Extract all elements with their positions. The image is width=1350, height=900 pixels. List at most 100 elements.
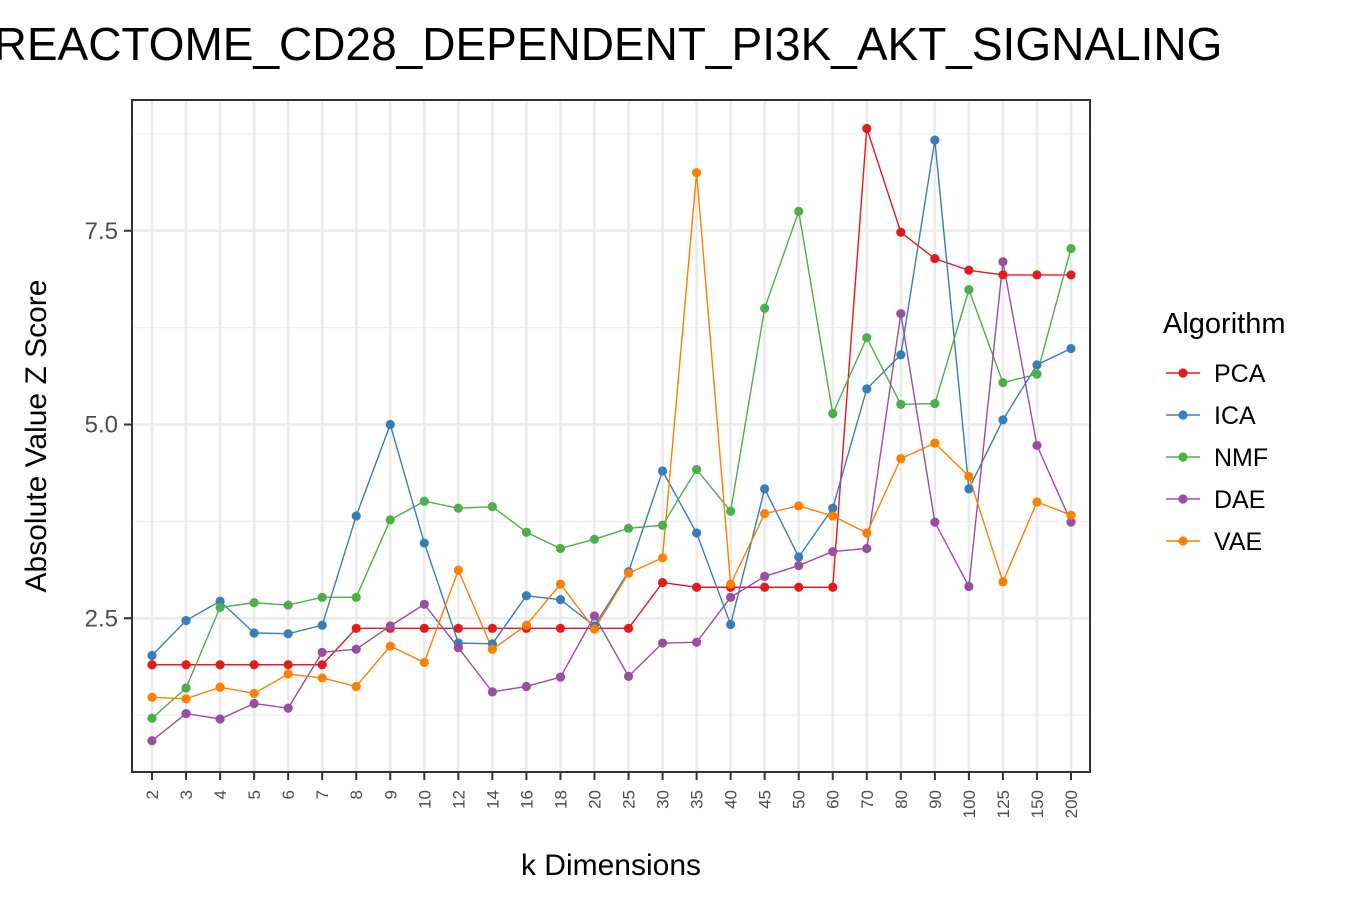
y-axis-title: Absolute Value Z Score	[20, 280, 53, 593]
point-pca	[964, 265, 974, 275]
point-nmf	[1066, 243, 1076, 254]
point-ica	[419, 538, 429, 548]
point-dae	[623, 671, 634, 681]
point-vae	[828, 511, 838, 521]
legend: Algorithm PCA ICA NMF DAE VAE	[1163, 308, 1286, 556]
legend-key-point-dae	[1178, 494, 1188, 504]
point-ica	[726, 619, 736, 630]
x-tick-label: 5	[245, 790, 264, 799]
x-tick-label: 6	[279, 790, 298, 799]
series-line-ica	[151, 139, 1072, 656]
x-tick-label: 20	[585, 790, 604, 809]
point-vae	[181, 694, 191, 704]
panel-border	[131, 99, 1091, 773]
point-vae	[623, 568, 634, 578]
point-nmf	[181, 683, 191, 693]
point-vae	[862, 528, 872, 538]
point-pca	[1066, 270, 1076, 280]
point-pca	[181, 660, 191, 670]
point-pca	[930, 254, 940, 264]
legend-label-ica: ICA	[1214, 402, 1256, 430]
point-pca	[794, 582, 804, 592]
point-vae	[487, 644, 497, 654]
point-vae	[896, 454, 906, 464]
x-tick-label: 8	[347, 790, 366, 799]
point-nmf	[215, 602, 225, 613]
point-ica	[147, 650, 157, 661]
point-vae	[726, 579, 736, 589]
point-dae	[1032, 440, 1042, 451]
x-tick-label: 25	[620, 790, 639, 809]
x-tick-label: 16	[517, 790, 536, 809]
point-vae	[555, 579, 566, 589]
legend-key-point-nmf	[1178, 452, 1188, 462]
point-dae	[794, 560, 804, 571]
point-dae	[896, 309, 906, 319]
point-pca	[862, 123, 872, 134]
x-tick-label: 18	[551, 790, 570, 809]
point-nmf	[317, 592, 327, 602]
legend-label-nmf: NMF	[1214, 444, 1268, 472]
point-nmf	[555, 543, 566, 554]
point-vae	[657, 553, 668, 563]
point-dae	[181, 708, 191, 719]
point-ica	[964, 484, 974, 494]
point-pca	[419, 623, 429, 633]
x-tick-label: 200	[1062, 790, 1081, 818]
point-dae	[521, 681, 532, 692]
series-line-nmf	[151, 211, 1072, 719]
point-pca	[998, 270, 1008, 280]
point-pca	[760, 582, 770, 592]
point-nmf	[726, 506, 736, 516]
point-pca	[896, 227, 906, 237]
x-tick-label: 3	[177, 790, 196, 799]
point-dae	[317, 647, 327, 657]
point-nmf	[964, 285, 974, 295]
point-ica	[896, 350, 906, 360]
point-nmf	[453, 503, 463, 513]
point-ica	[930, 135, 940, 145]
point-dae	[487, 687, 497, 697]
point-vae	[283, 669, 293, 679]
point-ica	[181, 615, 191, 626]
point-vae	[249, 688, 259, 699]
point-nmf	[794, 206, 804, 216]
point-ica	[385, 419, 395, 430]
point-dae	[419, 599, 429, 609]
point-dae	[249, 698, 259, 709]
x-tick-label: 4	[211, 790, 230, 799]
y-tick-label: 7.5	[85, 218, 118, 245]
x-tick-label: 125	[994, 790, 1013, 818]
point-vae	[760, 509, 770, 519]
point-pca	[283, 660, 293, 670]
point-vae	[351, 681, 361, 692]
series-line-vae	[151, 172, 1072, 700]
point-nmf	[385, 515, 395, 525]
legend-key-point-ica	[1178, 410, 1188, 420]
x-tick-label: 12	[449, 790, 468, 809]
point-ica	[691, 528, 702, 538]
y-tick-label: 2.5	[85, 605, 118, 632]
series-line-pca	[152, 128, 1071, 666]
point-nmf	[1032, 369, 1042, 379]
x-tick-label: 7	[313, 790, 332, 799]
point-pca	[317, 660, 327, 670]
point-vae	[215, 682, 225, 692]
point-nmf	[419, 496, 429, 506]
point-ica	[828, 503, 838, 513]
point-dae	[589, 611, 600, 621]
point-ica	[283, 629, 293, 639]
x-axis-title: k Dimensions	[521, 849, 701, 882]
point-ica	[862, 384, 872, 394]
point-dae	[828, 547, 838, 557]
point-vae	[521, 620, 532, 630]
point-pca	[1032, 270, 1042, 280]
y-tick-label: 5.0	[85, 412, 118, 439]
point-nmf	[657, 520, 668, 530]
legend-label-dae: DAE	[1214, 486, 1265, 514]
point-ica	[317, 620, 327, 630]
point-nmf	[930, 398, 940, 409]
point-pca	[351, 623, 361, 633]
point-nmf	[147, 713, 157, 723]
point-ica	[760, 484, 770, 494]
